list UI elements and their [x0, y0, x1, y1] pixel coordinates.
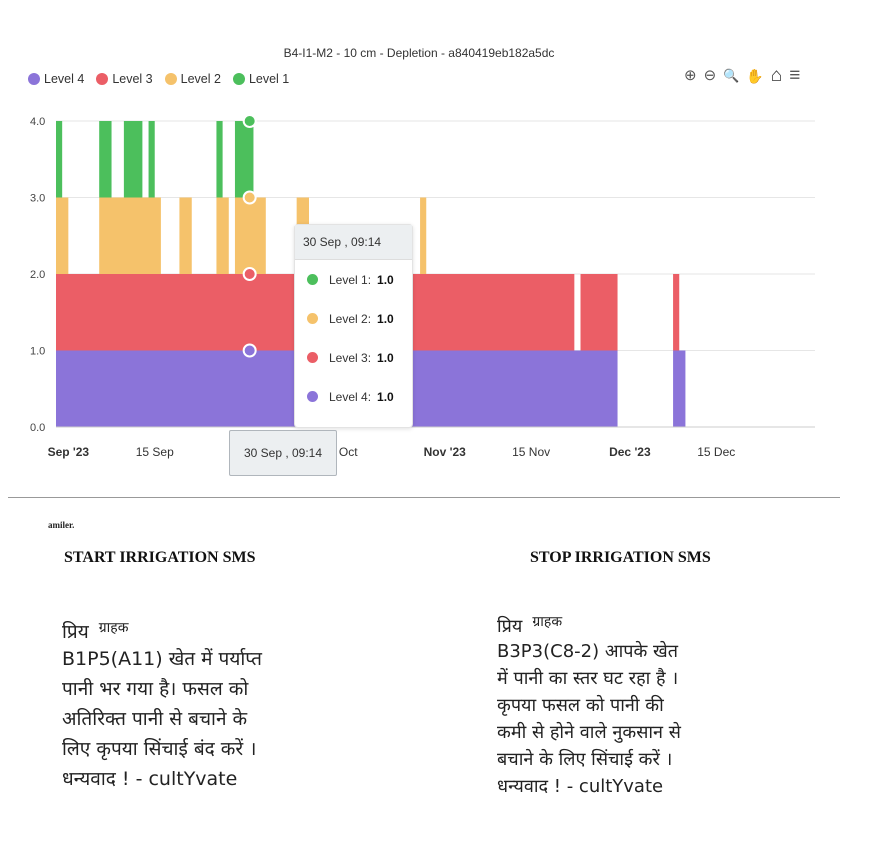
legend-label: Level 1 — [248, 72, 290, 86]
recipient-word: ग्राहक — [98, 620, 129, 636]
tooltip-label: Level 2: — [329, 311, 372, 326]
x-tick-label: Sep '23 — [48, 445, 90, 459]
series-segment-level-1 — [123, 121, 143, 198]
sms-line: धन्यवाद ! - cultYvate — [62, 768, 238, 790]
series-segment-level-2 — [179, 197, 192, 274]
series-segment-level-2 — [420, 197, 427, 274]
cropped-bottom-text — [48, 850, 828, 864]
tooltip-value: 1.0 — [377, 311, 394, 326]
legend-item-level-1[interactable]: Level 1 — [232, 72, 290, 86]
sms-line: लिए कृपया सिंचाई बंद करें । — [62, 738, 257, 760]
tooltip-label: Level 4: — [329, 389, 372, 404]
y-tick-label: 2.0 — [30, 269, 45, 281]
y-tick-label: 3.0 — [30, 193, 45, 205]
tooltip-label: Level 3: — [329, 350, 372, 365]
x-tick-label: 15 Sep — [136, 445, 174, 459]
sms-line: कृपया फसल को पानी की — [497, 695, 664, 716]
legend-label: Level 4 — [44, 72, 85, 86]
legend-dot-level-1 — [232, 73, 245, 85]
sms-line: B1P5(A11) खेत में पर्याप्त — [62, 648, 262, 670]
chart-title: B4-I1-M2 - 10 cm - Depletion - a840419eb… — [284, 46, 555, 60]
series-segment-level-3 — [673, 274, 680, 351]
section-divider — [8, 497, 840, 498]
series-segment-level-1 — [56, 121, 63, 198]
hover-marker — [242, 343, 257, 358]
tooltip-label: Level 1: — [329, 272, 372, 287]
zoom-out-icon[interactable]: ⊖ — [703, 67, 717, 84]
zoom-select-icon[interactable]: 🔍 — [723, 68, 740, 83]
series-segment-level-3 — [580, 274, 618, 351]
legend-item-level-2[interactable]: Level 2 — [164, 72, 221, 86]
series-segment-level-1 — [216, 121, 223, 198]
tooltip-value: 1.0 — [377, 350, 394, 365]
tooltip-row-level-3: Level 3: 1.0 — [295, 338, 412, 377]
sms-line: धन्यवाद ! - cultYvate — [497, 776, 664, 797]
sms-line: पानी भर गया है। फसल को — [62, 678, 249, 700]
tooltip-dot — [307, 313, 318, 324]
legend-label: Level 3 — [112, 72, 153, 86]
recipient-word: ग्राहक — [532, 614, 563, 630]
legend-dot-level-4 — [28, 73, 40, 85]
pan-hand-icon[interactable]: ✋ — [746, 68, 764, 84]
tooltip-row-level-4: Level 4: 1.0 — [295, 377, 412, 416]
legend-dot-level-2 — [164, 73, 177, 85]
sms-line: में पानी का स्तर घट रहा है । — [497, 668, 679, 689]
legend-item-level-3[interactable]: Level 3 — [96, 72, 153, 86]
sms-greeting: प्रिय ग्राहक — [62, 618, 262, 644]
chart-tooltip: 30 Sep , 09:14 Level 1: 1.0 Level 2: 1.0 L… — [294, 224, 413, 428]
hover-marker — [242, 114, 257, 128]
greeting-word: प्रिय — [497, 616, 523, 637]
series-segment-level-1 — [234, 121, 254, 198]
series-segment-level-2 — [216, 197, 229, 274]
x-tick-label: Nov '23 — [424, 445, 467, 459]
y-tick-label: 0.0 — [30, 422, 45, 434]
series-segment-level-2 — [234, 197, 266, 274]
hover-marker — [242, 190, 257, 205]
menu-icon[interactable]: ≡ — [789, 65, 801, 86]
series-segment-level-4 — [673, 350, 686, 427]
x-tick-label: 15 Dec — [697, 445, 735, 459]
series-segment-level-1 — [99, 121, 112, 198]
sms-line: कमी से होने वाले नुकसान से — [497, 722, 681, 743]
start-sms-message: प्रिय ग्राहक B1P5(A11) खेत में पर्याप्त प… — [62, 618, 262, 794]
sms-line: अतिरिक्त पानी से बचाने के — [62, 708, 248, 730]
y-tick-label: 4.0 — [30, 116, 45, 128]
tooltip-value: 1.0 — [377, 389, 394, 404]
sms-line: B3P3(C8-2) आपके खेत — [497, 641, 678, 662]
cropped-text-fragment: amiler. — [48, 520, 75, 530]
y-tick-label: 1.0 — [30, 346, 45, 358]
chart-legend: Level 4 Level 3 Level 2 Level 1 — [28, 72, 289, 86]
tooltip-row-level-1: Level 1: 1.0 — [295, 260, 412, 299]
legend-item-level-4[interactable]: Level 4 — [28, 72, 84, 86]
x-crosshair-label: 30 Sep , 09:14 — [229, 430, 337, 476]
tooltip-markers — [242, 114, 257, 358]
series-segment-level-1 — [148, 121, 155, 198]
x-tick-label: Dec '23 — [609, 445, 651, 459]
legend-label: Level 2 — [180, 72, 221, 86]
tooltip-dot — [307, 274, 318, 285]
stop-sms-message: प्रिय ग्राहक B3P3(C8-2) आपके खेत में पानी… — [497, 614, 681, 800]
series-segment-level-2 — [99, 197, 161, 274]
tooltip-dot — [307, 391, 318, 402]
sms-greeting: प्रिय ग्राहक — [497, 614, 681, 638]
chart-toolbar: ⊕ ⊖ 🔍 ✋ ⌂ ≡ — [684, 65, 801, 86]
tooltip-value: 1.0 — [377, 272, 394, 287]
zoom-in-icon[interactable]: ⊕ — [684, 67, 697, 84]
tooltip-title: 30 Sep , 09:14 — [295, 225, 412, 260]
start-sms-heading: START IRRIGATION SMS — [64, 549, 256, 566]
home-icon[interactable]: ⌂ — [770, 65, 783, 86]
tooltip-dot — [307, 352, 318, 363]
legend-dot-level-3 — [96, 73, 109, 85]
sms-line: बचाने के लिए सिंचाई करें । — [497, 749, 673, 770]
stop-sms-heading: STOP IRRIGATION SMS — [530, 549, 711, 566]
greeting-word: प्रिय — [62, 621, 89, 643]
series-segment-level-2 — [56, 197, 69, 274]
hover-marker — [242, 267, 257, 281]
tooltip-row-level-2: Level 2: 1.0 — [295, 299, 412, 338]
x-tick-label: 15 Nov — [512, 445, 550, 459]
